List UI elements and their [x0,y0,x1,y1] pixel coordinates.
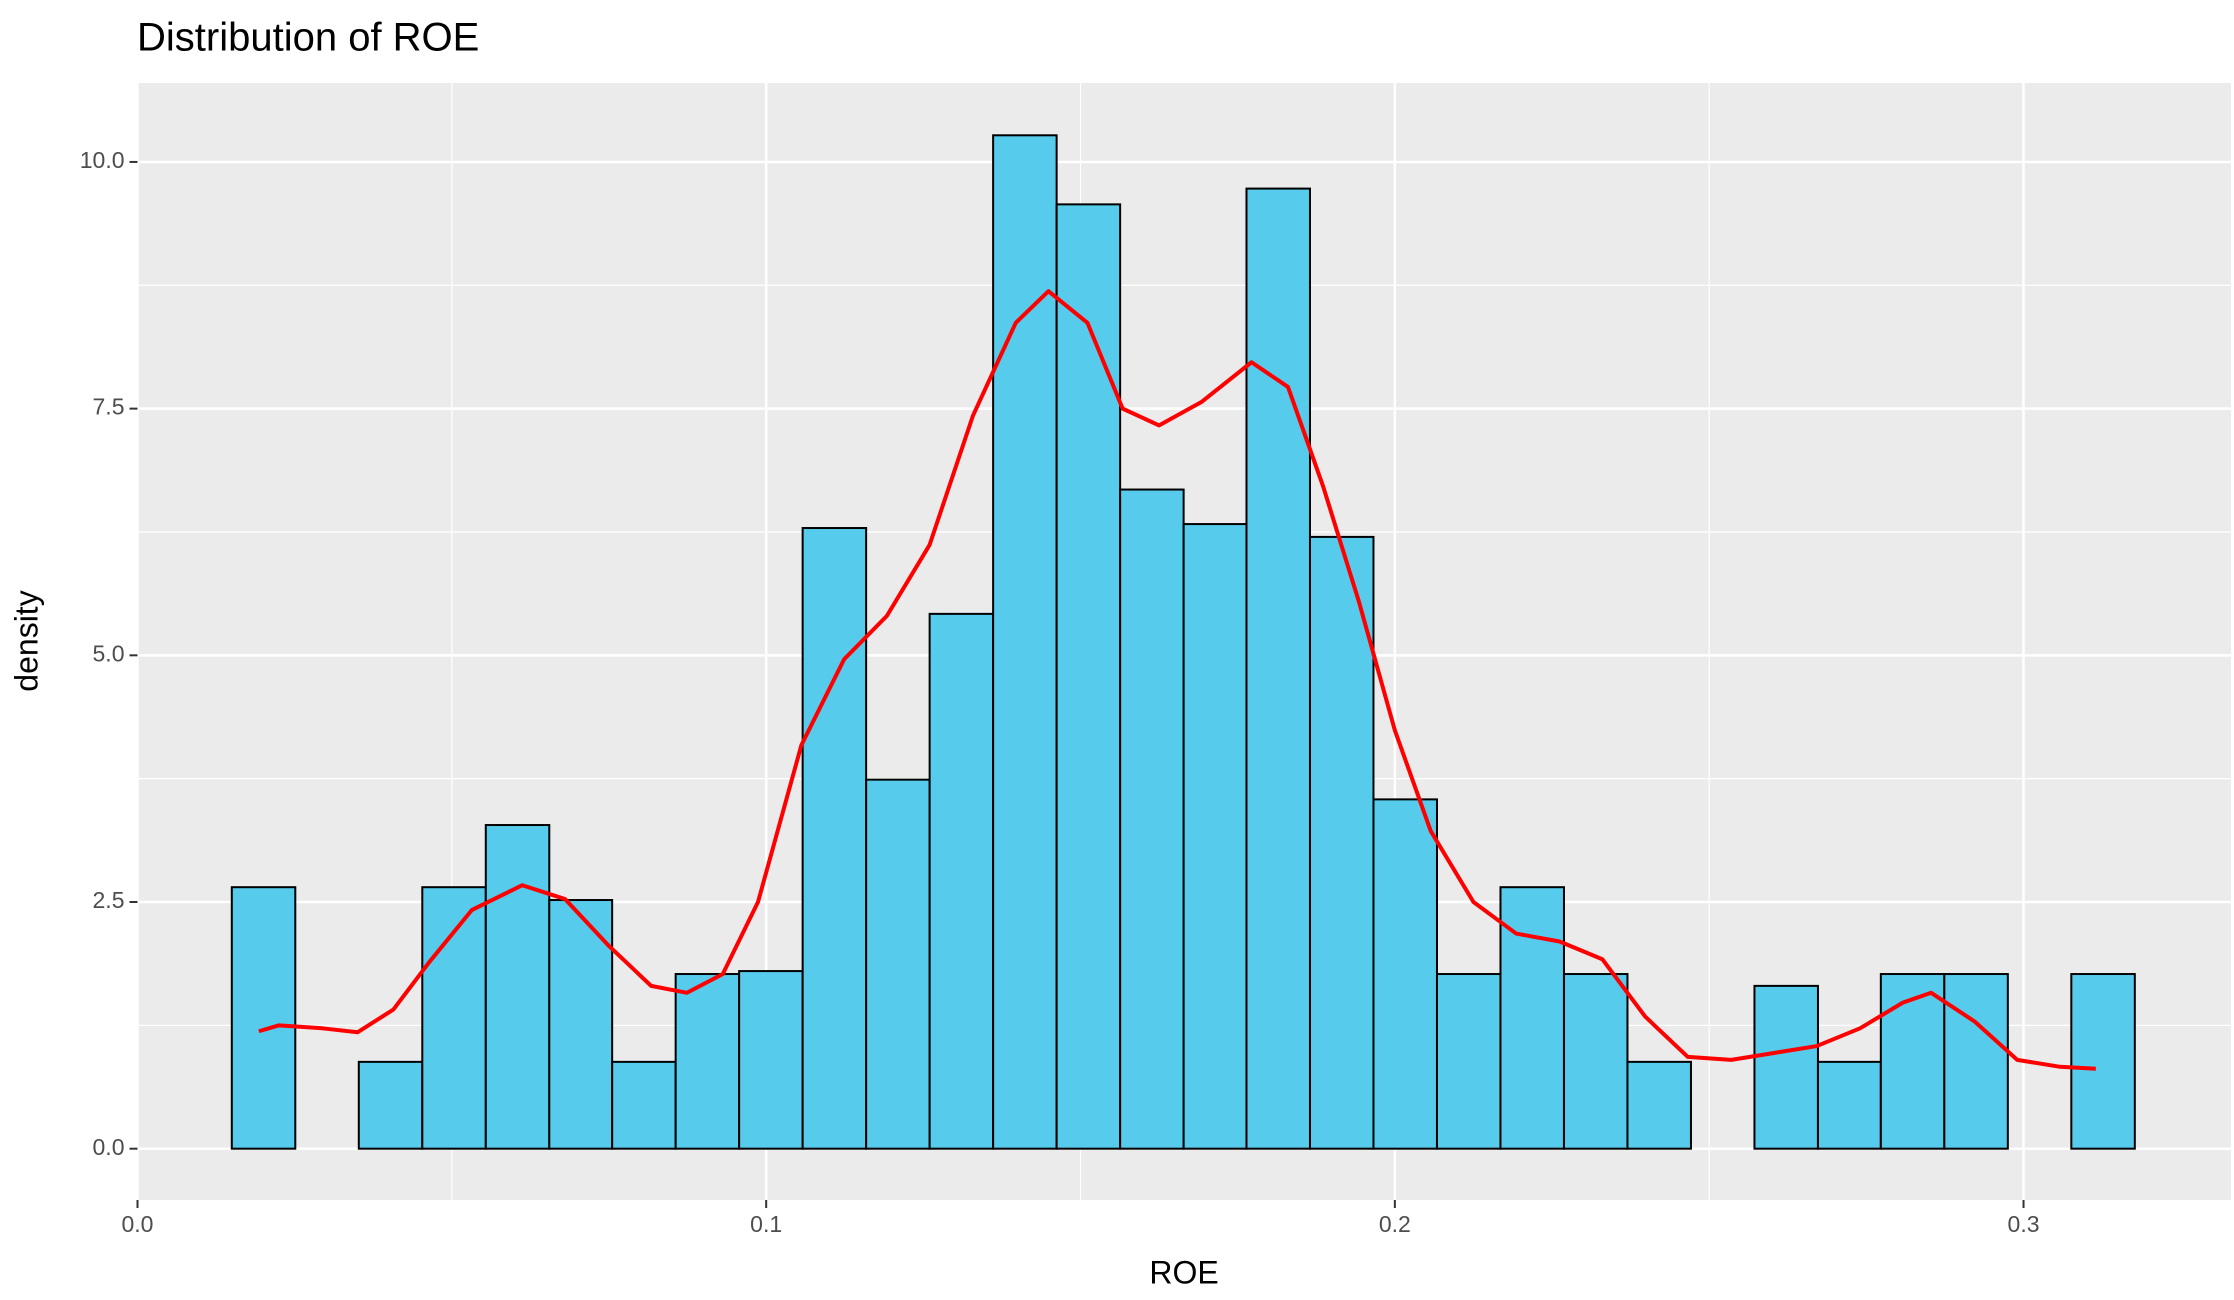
x-tick-label: 0.1 [750,1211,782,1237]
bar [1308,535,1375,1150]
y-tick-label: 2.5 [93,887,125,913]
x-tick-label: 0.0 [122,1211,154,1237]
y-tick-label: 10.0 [80,147,125,173]
bar [1626,1060,1692,1150]
bar [1562,973,1629,1150]
bar [992,134,1058,1150]
bar [548,899,614,1150]
y-tick-label: 0.0 [93,1134,125,1160]
density-line [258,289,2096,1071]
bar [1435,973,1502,1150]
chart-title: Distribution of ROE [137,16,479,60]
y-tick-label: 7.5 [93,394,125,420]
bar [230,886,297,1150]
bar [1753,984,1819,1150]
x-axis-title: ROE [1149,1254,1218,1290]
y-tick-label: 5.0 [93,640,125,666]
bar [1879,973,1946,1150]
bar [357,1060,424,1150]
bar [1055,203,1122,1150]
bar [674,973,741,1150]
bar [1816,1060,1882,1150]
bar [1245,187,1311,1150]
bar [421,886,487,1150]
x-tick-label: 0.2 [1379,1211,1411,1237]
bar [611,1060,677,1150]
bar [1182,523,1248,1150]
bar [1499,886,1565,1150]
bar [1943,973,2009,1150]
bar [738,970,804,1150]
bar [928,612,995,1150]
y-axis-title: density [8,590,44,691]
bar [1119,488,1185,1150]
bar [865,778,931,1150]
bar [801,527,868,1150]
bar [2070,973,2136,1150]
x-tick-label: 0.3 [2008,1211,2040,1237]
bar [1372,798,1438,1150]
bar [484,824,551,1150]
